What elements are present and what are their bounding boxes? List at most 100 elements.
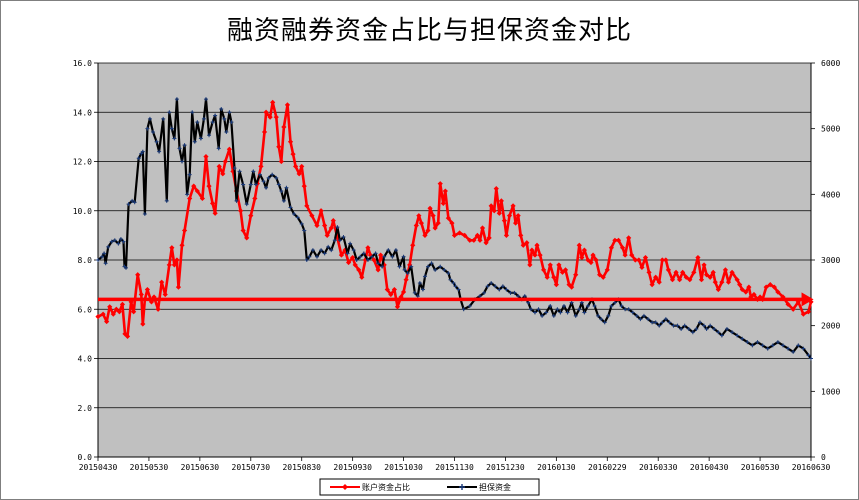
data-point bbox=[775, 340, 780, 345]
data-point bbox=[691, 269, 697, 275]
data-point bbox=[169, 126, 174, 131]
data-point bbox=[351, 248, 356, 253]
data-point bbox=[669, 277, 676, 283]
data-point bbox=[261, 129, 268, 135]
data-point bbox=[508, 290, 513, 295]
data-point bbox=[171, 262, 177, 268]
data-point bbox=[104, 318, 110, 325]
data-point bbox=[210, 120, 215, 125]
data-point bbox=[483, 240, 489, 246]
data-point bbox=[596, 313, 601, 318]
data-point bbox=[602, 320, 607, 325]
data-point bbox=[354, 258, 359, 262]
data-point bbox=[322, 251, 327, 256]
data-point bbox=[663, 257, 669, 263]
data-point bbox=[224, 129, 229, 134]
data-point bbox=[663, 317, 668, 322]
data-point bbox=[471, 237, 477, 243]
data-point bbox=[755, 340, 760, 345]
data-point bbox=[451, 232, 458, 238]
data-point bbox=[562, 267, 569, 273]
data-point bbox=[697, 320, 702, 325]
data-point bbox=[222, 116, 227, 121]
data-point bbox=[516, 294, 521, 299]
data-point bbox=[222, 158, 228, 165]
data-point bbox=[639, 264, 645, 270]
data-point bbox=[95, 314, 101, 320]
data-point bbox=[771, 284, 777, 290]
data-point bbox=[209, 200, 216, 206]
data-point bbox=[485, 284, 490, 289]
data-point bbox=[274, 175, 279, 180]
data-point bbox=[515, 213, 521, 219]
data-point bbox=[393, 248, 398, 253]
left-tick-label: 6.0 bbox=[78, 305, 93, 314]
data-point bbox=[604, 267, 610, 273]
data-point bbox=[187, 195, 193, 202]
data-point bbox=[719, 333, 724, 338]
data-point bbox=[367, 252, 374, 258]
data-point bbox=[284, 102, 291, 108]
data-point bbox=[734, 277, 740, 283]
data-point bbox=[191, 183, 197, 189]
data-point bbox=[593, 257, 599, 263]
data-point bbox=[418, 220, 424, 226]
data-point bbox=[422, 232, 428, 238]
data-point bbox=[504, 287, 509, 292]
data-point bbox=[206, 183, 212, 189]
data-point bbox=[415, 294, 420, 299]
data-point bbox=[307, 254, 312, 259]
data-point bbox=[590, 252, 596, 258]
data-point bbox=[551, 313, 556, 318]
data-point bbox=[338, 252, 345, 258]
data-point bbox=[350, 254, 356, 261]
data-point bbox=[151, 129, 156, 134]
data-point bbox=[187, 172, 192, 177]
data-point bbox=[559, 269, 566, 275]
data-point bbox=[394, 304, 401, 310]
data-point bbox=[135, 272, 141, 278]
data-point bbox=[352, 262, 358, 268]
data-point bbox=[619, 303, 624, 308]
data-point bbox=[229, 120, 234, 125]
data-point bbox=[326, 244, 331, 249]
data-point bbox=[433, 267, 438, 272]
data-point bbox=[213, 113, 218, 118]
data-point bbox=[119, 301, 126, 307]
data-point bbox=[157, 149, 162, 154]
data-point bbox=[388, 291, 394, 298]
data-point bbox=[486, 235, 492, 241]
data-point bbox=[106, 244, 111, 249]
data-point bbox=[248, 213, 254, 219]
data-point bbox=[292, 212, 297, 217]
data-point bbox=[650, 320, 655, 325]
right-tick-label: 2000 bbox=[821, 322, 840, 331]
data-point bbox=[592, 303, 597, 308]
data-point bbox=[724, 326, 729, 331]
data-point bbox=[528, 307, 533, 312]
data-point bbox=[174, 257, 180, 263]
data-point bbox=[553, 282, 559, 288]
data-point bbox=[278, 158, 284, 165]
data-point bbox=[498, 198, 504, 204]
data-point bbox=[456, 287, 461, 292]
data-point bbox=[334, 235, 340, 241]
data-point bbox=[212, 210, 218, 216]
data-point bbox=[373, 251, 378, 256]
data-point bbox=[276, 182, 281, 187]
data-point bbox=[109, 239, 114, 244]
data-point bbox=[565, 310, 570, 315]
data-point bbox=[524, 240, 530, 246]
data-point bbox=[216, 163, 222, 170]
data-point bbox=[489, 280, 494, 285]
data-point bbox=[121, 239, 126, 244]
data-point bbox=[453, 284, 458, 289]
data-point bbox=[293, 163, 299, 170]
data-point bbox=[765, 346, 770, 351]
left-axis-ticks: 0.0 2.0 4.0 6.0 8.0 10.0 12.0 14.0 16.0 bbox=[73, 59, 99, 462]
data-point bbox=[588, 259, 594, 266]
data-point bbox=[785, 301, 791, 307]
data-point bbox=[279, 189, 284, 194]
data-point bbox=[760, 343, 765, 348]
